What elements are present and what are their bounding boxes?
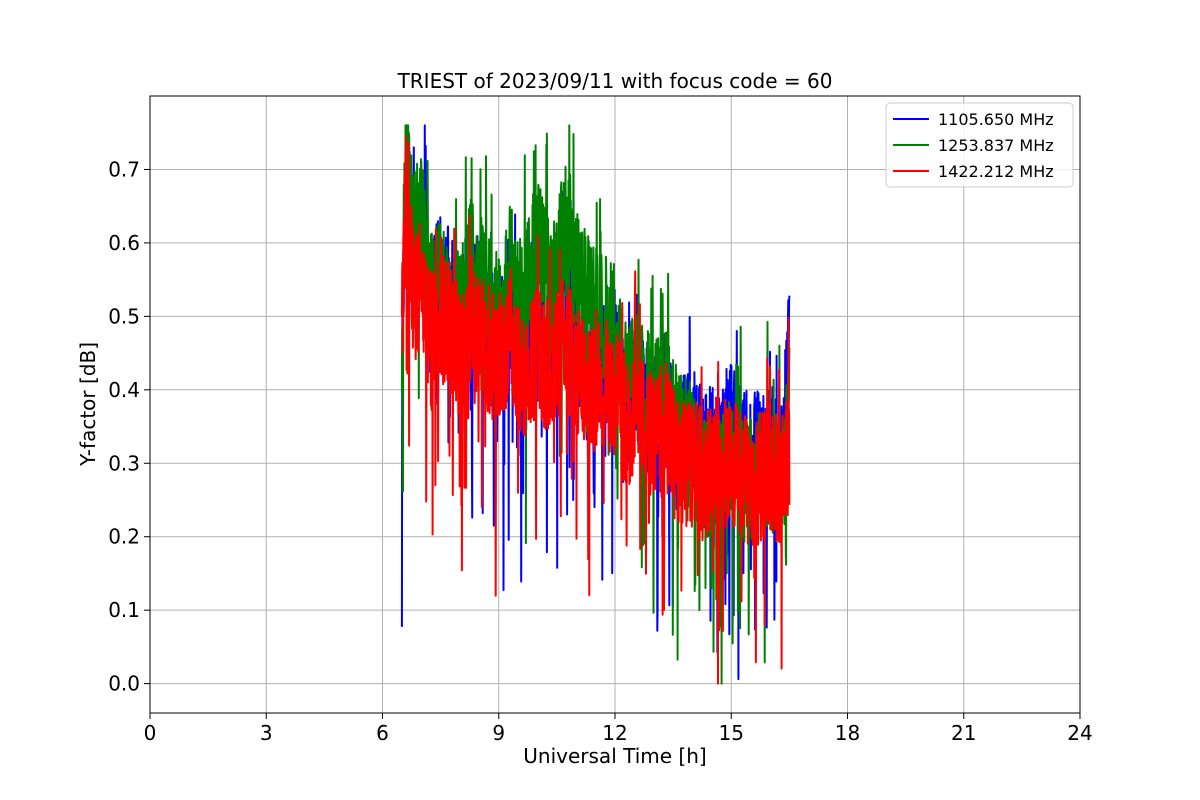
ticks: 0 3 6 9 12 15 18 21 24 0.0 0.1 0.2 0.3 0.4 0.5 0.6 0.7 (108, 157, 1093, 745)
x-tick-label: 24 (1067, 721, 1092, 745)
y-tick-label: 0.0 (108, 672, 140, 696)
legend-label: 1422.212 MHz (938, 162, 1054, 181)
x-tick-label: 3 (260, 721, 273, 745)
x-tick-label: 18 (835, 721, 860, 745)
x-tick-label: 6 (376, 721, 389, 745)
chart-title: TRIEST of 2023/09/11 with focus code = 6… (397, 69, 833, 93)
x-tick-label: 0 (144, 721, 157, 745)
x-tick-label: 21 (951, 721, 976, 745)
x-tick-label: 12 (602, 721, 627, 745)
y-tick-label: 0.3 (108, 451, 140, 475)
legend: 1105.650 MHz 1253.837 MHz 1422.212 MHz (885, 102, 1074, 188)
x-tick-label: 9 (492, 721, 505, 745)
y-tick-label: 0.7 (108, 157, 140, 181)
y-axis-label: Y-factor [dB] (76, 342, 100, 467)
x-axis-label: Universal Time [h] (523, 744, 706, 768)
y-tick-label: 0.2 (108, 525, 140, 549)
series-layer (400, 124, 791, 685)
y-tick-label: 0.6 (108, 231, 140, 255)
series-line (400, 135, 791, 685)
legend-label: 1253.837 MHz (938, 136, 1054, 155)
y-tick-label: 0.4 (108, 378, 140, 402)
y-tick-label: 0.1 (108, 598, 140, 622)
y-tick-label: 0.5 (108, 304, 140, 328)
x-tick-label: 15 (719, 721, 744, 745)
legend-box (885, 102, 1074, 188)
legend-label: 1105.650 MHz (938, 110, 1054, 129)
